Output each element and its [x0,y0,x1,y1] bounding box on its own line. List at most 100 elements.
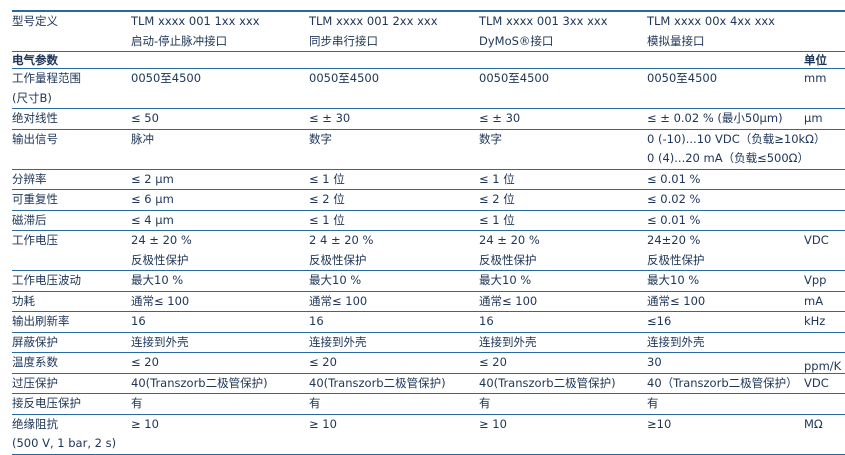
row-unit: VDC [804,375,829,390]
row-value: 通常≤ 100 [647,292,705,312]
row-value: ≤ ± 0.02 % (最小50μm) [647,109,783,129]
row-value: 0050至4500 [647,69,717,89]
value-line: ≤ 2 μm [131,171,174,186]
row-value: ≤ 20 [479,353,507,373]
row-label: 输出信号 [12,130,58,150]
row-label: 工作电压波动 [12,271,81,291]
value-line: 数字 [309,131,332,146]
spec-row: 温度系数 ≤ 20 ≤ 20 ≤ 20 30 ppm/K [12,353,845,374]
spec-row: 工作电压 24 ± 20 % 反极性保护 2 4 ± 20 % 反极性保护 24 ± 20… [12,231,845,271]
value-line: 0050至4500 [131,71,202,85]
value-line: 24 ± 20 % [479,233,540,247]
row-value: 通常≤ 100 [479,292,537,312]
row-value: ≤ 1 位 [309,170,345,190]
row-value: 0050至4500 [479,69,549,89]
row-value: 有 [131,394,143,414]
row-value: 40(Transzorb二极管保护) [309,374,446,394]
value-line: 通常≤ 100 [479,293,538,308]
spec-row: 磁滞后 ≤ 4 μm ≤ 1 位 ≤ 1 位 ≤ 0.01 % [12,211,845,231]
value-line: 0 (4)...20 mA（负载≤500Ω） [647,151,809,165]
value-line: 连接到外壳 [479,334,537,349]
value-line: ≤ 2 位 [309,192,345,206]
model-desc: 模拟量接口 [647,33,705,48]
row-label-line: (尺寸B) [12,90,52,105]
header-label: 型号定义 [12,14,58,28]
row-value: ≤ 2 位 [479,190,515,210]
value-line: 有 [479,396,491,410]
value-line: ≤ 2 位 [479,192,515,206]
spec-row: 接反电压保护 有 有 有 有 [12,394,845,415]
row-unit: Vpp [804,273,827,287]
value-line: 有 [131,396,143,410]
value-line: ≤ ± 30 [479,111,521,125]
row-value: 数字 [309,130,332,150]
row-unit: μm [804,111,823,125]
row-value: 0050至4500 [309,69,379,89]
row-value: 0050至4500 [131,69,201,89]
value-line: ≤ 20 [131,355,159,369]
value-line: 反极性保护 [309,252,367,267]
row-value: 24±20 % 反极性保护 [647,231,705,270]
row-label-line: 功耗 [12,293,35,308]
spec-row: 绝缘阻抗 (500 V, 1 bar, 2 s) ≥ 10 ≥ 10 ≥ 10 ≥10 MΩ [12,415,845,455]
value-line: 连接到外壳 [131,334,189,349]
value-line: ≤ 20 [309,355,337,369]
row-value: 通常≤ 100 [309,292,367,312]
value-line: ≥ 10 [131,416,159,431]
row-value: ≥10 [647,415,671,435]
row-value: 连接到外壳 [309,333,367,353]
model-4: TLM xxxx 00x 4xx xxx 模拟量接口 [647,12,775,51]
row-label: 可重复性 [12,190,58,210]
row-unit: MΩ [804,416,823,431]
row-unit: mm [804,71,827,85]
value-line: ≥ 10 [479,416,507,431]
row-value: 通常≤ 100 [131,292,189,312]
row-value: ≤ 6 μm [131,190,174,210]
row-unit: mA [804,293,824,308]
value-line: 通常≤ 100 [309,293,368,308]
row-value: ≤ ± 30 [309,109,350,129]
row-label: 磁滞后 [12,211,47,231]
row-value: ≤ 0.01 % [647,170,700,190]
value-line: ≤ 20 [479,355,507,369]
value-line: 30 [647,355,662,369]
value-line: 连接到外壳 [647,334,705,349]
value-line: 40(Transzorb二极管保护) [309,375,446,390]
value-line: 最大10 % [309,273,362,287]
row-value: ≤ 20 [309,353,337,373]
spec-row: 工作电压波动 最大10 % 最大10 % 最大10 % 最大10 % Vpp [12,271,845,292]
row-label: 功耗 [12,292,35,312]
row-value: 40（Transzorb二极管保护） [647,374,798,394]
value-line: 脉冲 [131,131,154,146]
model-2: TLM xxxx 001 2xx xxx 同步串行接口 [309,12,438,51]
value-line: 反极性保护 [479,252,537,267]
row-value: ≤ ± 30 [479,109,520,129]
row-label-line: 温度系数 [12,355,58,369]
row-value: ≤ 50 [131,109,159,129]
row-label: 工作量程范围 (尺寸B) [12,69,81,108]
value-line: 40（Transzorb二极管保护） [647,375,798,390]
row-label-line: 工作电压波动 [12,273,81,287]
row-value: 连接到外壳 [131,333,189,353]
row-label: 绝缘阻抗 (500 V, 1 bar, 2 s) [12,415,116,454]
model-code: TLM xxxx 001 1xx xxx [131,14,260,28]
value-line: 16 [309,314,324,328]
row-label-line: 输出刷新率 [12,314,70,328]
value-line: ≤ 0.01 % [647,171,701,186]
row-label-line: 磁滞后 [12,212,47,227]
row-value: ≤16 [647,312,671,332]
row-label: 过压保护 [12,374,58,394]
row-value: 24 ± 20 % 反极性保护 [479,231,540,270]
row-label: 工作电压 [12,231,58,251]
value-line: ≤ ± 0.02 % (最小50μm) [647,111,783,125]
spec-row: 过压保护 40(Transzorb二极管保护) 40(Transzorb二极管保护)… [12,374,845,394]
value-line: 2 4 ± 20 % [309,233,374,247]
row-value: ≤ 4 μm [131,211,174,231]
spec-row: 工作量程范围 (尺寸B) 0050至4500 0050至4500 0050至4500 00… [12,69,845,109]
row-value: 最大10 % [647,271,699,291]
row-label-line: 工作电压 [12,233,58,247]
row-value: ≤ 1 位 [309,211,345,231]
row-label-line: 接反电压保护 [12,396,81,410]
row-value: 有 [309,394,321,414]
row-value: 有 [479,394,491,414]
